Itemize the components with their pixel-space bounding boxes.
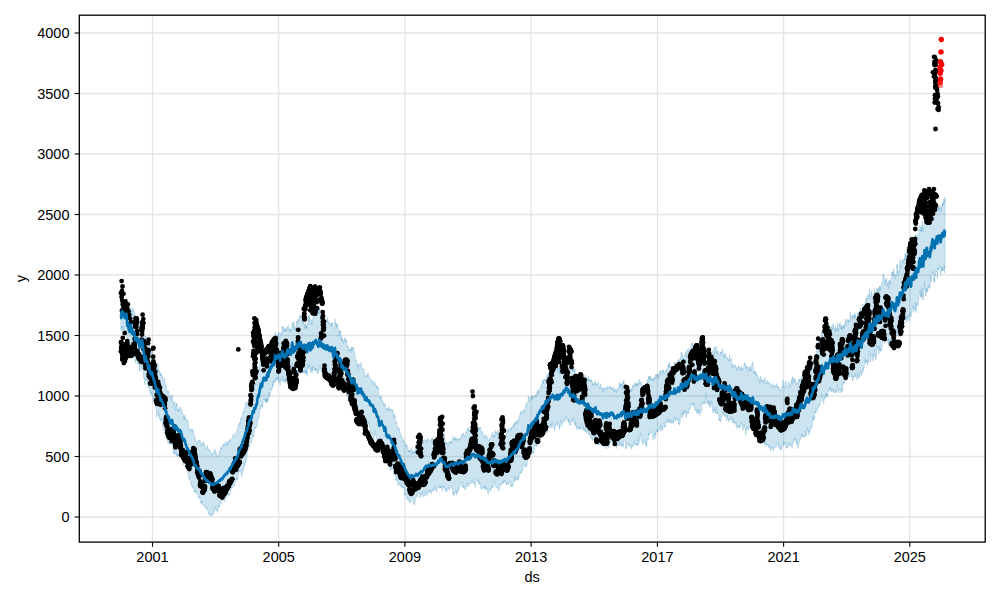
svg-text:500: 500: [45, 449, 69, 465]
svg-text:2001: 2001: [136, 549, 168, 565]
svg-text:2009: 2009: [389, 549, 421, 565]
svg-text:2025: 2025: [894, 549, 926, 565]
svg-text:2000: 2000: [37, 267, 69, 283]
svg-text:1000: 1000: [37, 388, 69, 404]
svg-text:2013: 2013: [515, 549, 547, 565]
svg-text:2021: 2021: [767, 549, 799, 565]
svg-text:4000: 4000: [37, 25, 69, 41]
svg-text:ds: ds: [525, 569, 540, 585]
svg-text:2500: 2500: [37, 207, 69, 223]
svg-text:2017: 2017: [641, 549, 673, 565]
svg-text:3500: 3500: [37, 86, 69, 102]
svg-text:3000: 3000: [37, 146, 69, 162]
svg-text:2005: 2005: [263, 549, 295, 565]
svg-text:1500: 1500: [37, 328, 69, 344]
svg-text:0: 0: [61, 509, 69, 525]
svg-text:y: y: [13, 274, 29, 282]
